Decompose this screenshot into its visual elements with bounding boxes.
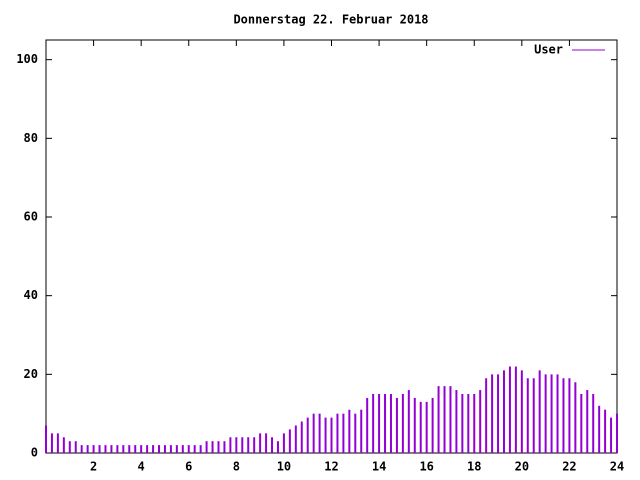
legend-label: User (534, 43, 563, 57)
y-tick-label: 60 (24, 210, 38, 224)
x-tick-label: 4 (138, 460, 145, 474)
x-tick-label: 16 (419, 460, 433, 474)
x-tick-label: 24 (610, 460, 624, 474)
x-tick-label: 12 (324, 460, 338, 474)
x-tick-label: 18 (467, 460, 481, 474)
x-tick-label: 20 (515, 460, 529, 474)
y-tick-label: 100 (16, 52, 38, 66)
y-tick-label: 20 (24, 367, 38, 381)
x-tick-label: 8 (233, 460, 240, 474)
y-tick-label: 80 (24, 131, 38, 145)
x-tick-label: 6 (185, 460, 192, 474)
chart-title: Donnerstag 22. Februar 2018 (233, 13, 428, 27)
x-tick-label: 22 (562, 460, 576, 474)
y-tick-label: 0 (31, 446, 38, 460)
x-tick-label: 10 (277, 460, 291, 474)
x-tick-label: 2 (90, 460, 97, 474)
x-tick-label: 14 (372, 460, 386, 474)
y-tick-label: 40 (24, 288, 38, 302)
